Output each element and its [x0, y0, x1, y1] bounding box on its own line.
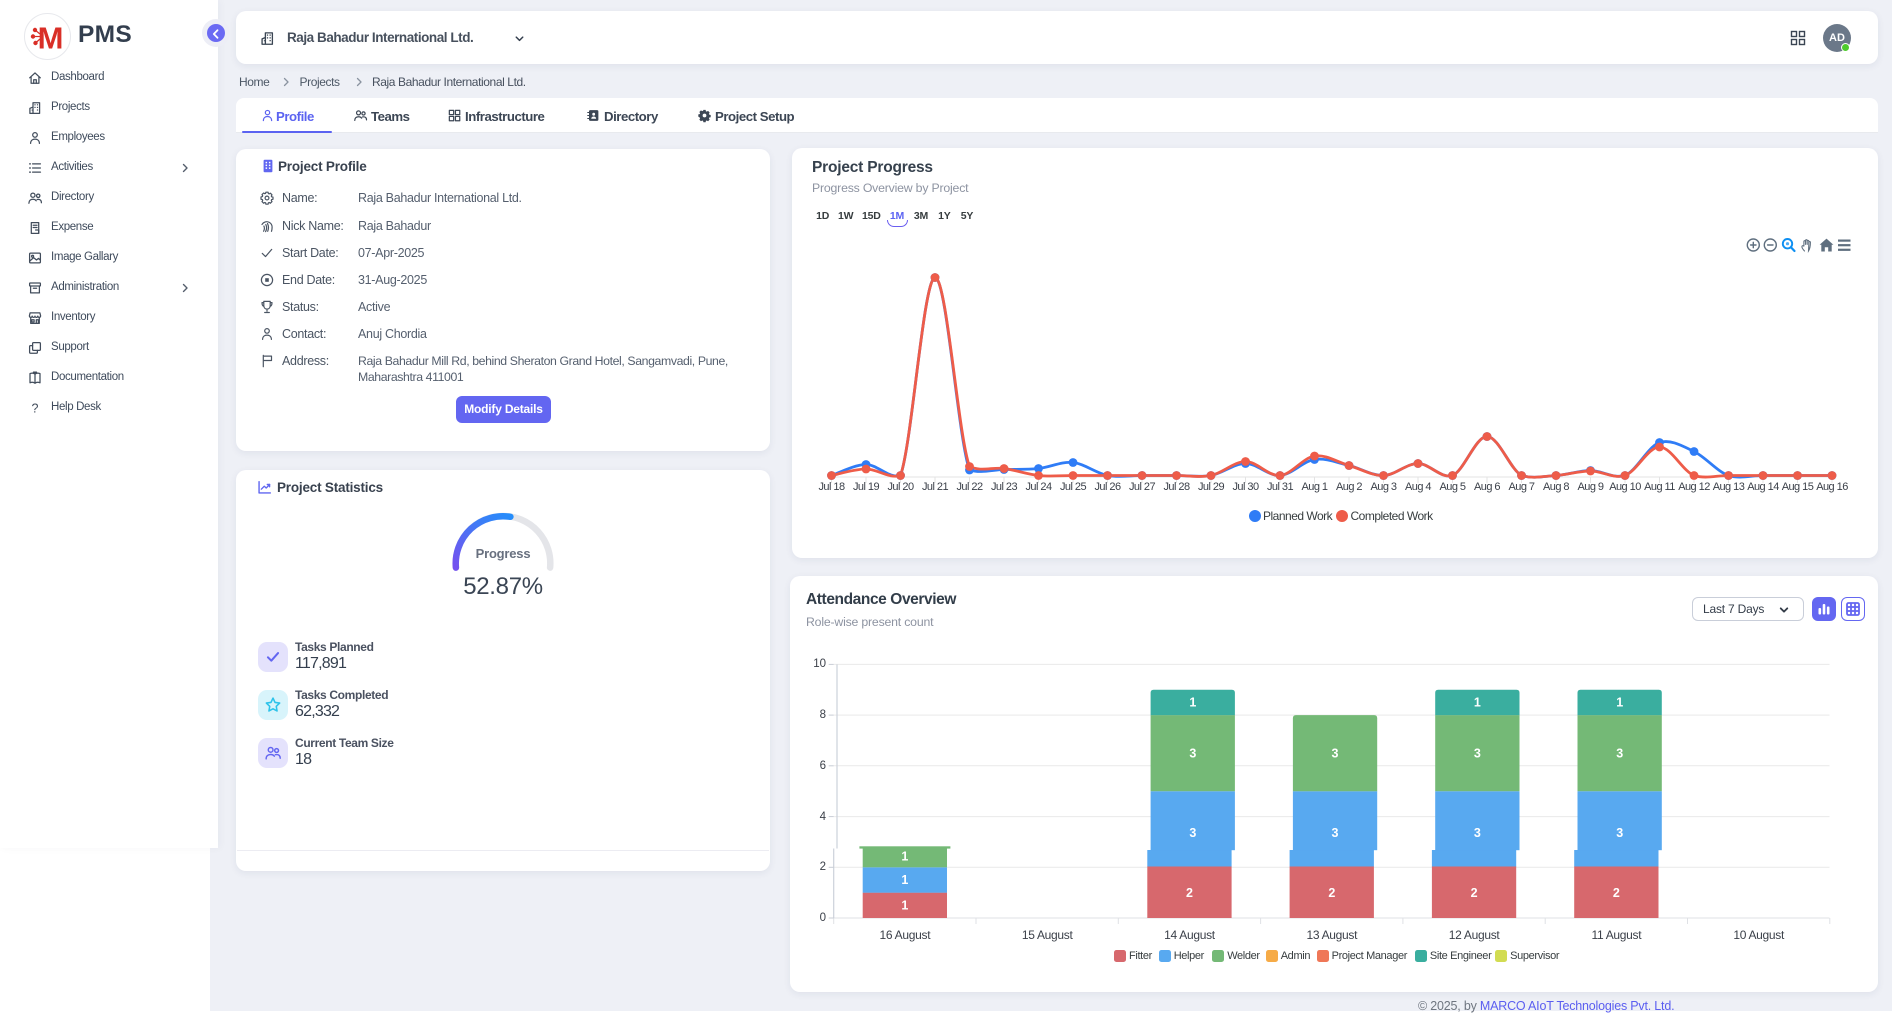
svg-text:?: ?: [32, 402, 39, 416]
svg-text:3: 3: [1189, 826, 1196, 840]
svg-text:1: 1: [1189, 696, 1196, 710]
svg-text:3: 3: [1189, 746, 1196, 760]
svg-text:1: 1: [901, 899, 908, 913]
svg-text:3: 3: [1616, 746, 1623, 760]
svg-text:3: 3: [1474, 826, 1481, 840]
svg-text:M: M: [38, 21, 64, 56]
svg-text:2: 2: [1613, 886, 1620, 900]
svg-text:1: 1: [901, 850, 908, 864]
svg-text:3: 3: [1332, 826, 1339, 840]
svg-text:3: 3: [1332, 746, 1339, 760]
svg-text:2: 2: [1186, 886, 1193, 900]
svg-text:3: 3: [1474, 746, 1481, 760]
svg-text:2: 2: [1471, 886, 1478, 900]
svg-text:1: 1: [901, 873, 908, 887]
svg-text:3: 3: [1616, 826, 1623, 840]
svg-text:1: 1: [1474, 696, 1481, 710]
svg-text:2: 2: [1328, 886, 1335, 900]
svg-text:1: 1: [1616, 696, 1623, 710]
